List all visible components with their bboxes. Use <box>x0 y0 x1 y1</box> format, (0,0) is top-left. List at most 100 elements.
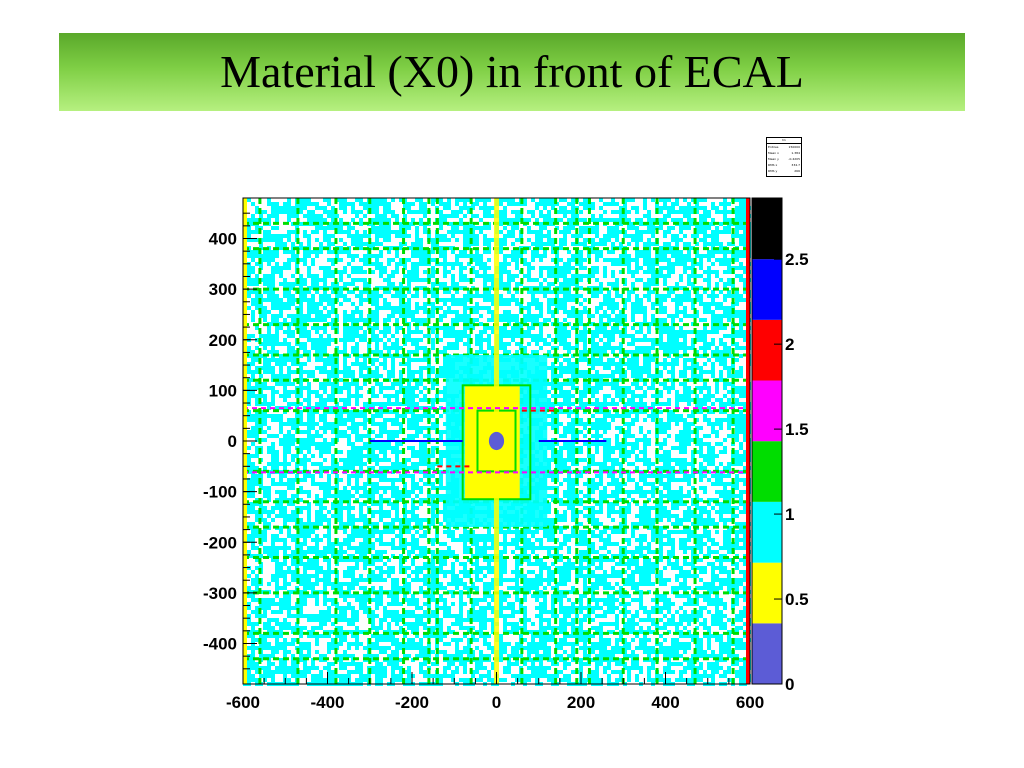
heatmap-cell <box>603 382 607 386</box>
heatmap-cell <box>671 226 675 230</box>
heatmap-cell <box>527 210 531 214</box>
heatmap-cell <box>435 334 439 338</box>
heatmap-cell <box>447 290 451 294</box>
heatmap-cell <box>483 338 487 342</box>
heatmap-cell <box>647 258 651 262</box>
heatmap-cell <box>627 350 631 354</box>
heatmap-cell <box>707 418 711 422</box>
heatmap-cell <box>407 338 411 342</box>
heatmap-cell <box>663 442 667 446</box>
heatmap-cell <box>675 314 679 318</box>
heatmap-cell <box>299 290 303 294</box>
heatmap-cell <box>371 414 375 418</box>
heatmap-cell <box>711 238 715 242</box>
heatmap-cell <box>263 342 267 346</box>
heatmap-cell <box>735 210 739 214</box>
heatmap-cell <box>695 438 699 442</box>
heatmap-cell <box>323 278 327 282</box>
heatmap-cell <box>311 218 315 222</box>
heatmap-cell <box>675 306 679 310</box>
heatmap-cell <box>583 402 587 406</box>
heatmap-cell <box>567 226 571 230</box>
heatmap-cell <box>559 366 563 370</box>
heatmap-cell <box>575 334 579 338</box>
heatmap-cell <box>707 258 711 262</box>
heatmap-cell <box>355 350 359 354</box>
heatmap-cell <box>271 290 275 294</box>
heatmap-cell <box>315 422 319 426</box>
heatmap-cell <box>671 374 675 378</box>
heatmap-cell <box>291 214 295 218</box>
heatmap-cell <box>367 434 371 438</box>
heatmap-cell <box>291 358 295 362</box>
heatmap-cell <box>499 202 503 206</box>
heatmap-cell <box>583 306 587 310</box>
heatmap-cell <box>711 338 715 342</box>
heatmap-cell <box>451 342 455 346</box>
heatmap-cell <box>627 218 631 222</box>
heatmap-cell <box>355 278 359 282</box>
heatmap-cell <box>667 226 671 230</box>
heatmap-cell <box>411 406 415 410</box>
heatmap-cell <box>711 362 715 366</box>
heatmap-cell <box>419 346 423 350</box>
heatmap-cell <box>303 350 307 354</box>
heatmap-cell <box>619 358 623 362</box>
heatmap-cell <box>619 398 623 402</box>
heatmap-cell <box>627 398 631 402</box>
heatmap-cell <box>511 326 515 330</box>
heatmap-cell <box>571 418 575 422</box>
heatmap-cell <box>343 198 347 202</box>
heatmap-cell <box>555 274 559 278</box>
heatmap-cell <box>379 254 383 258</box>
heatmap-cell <box>659 206 663 210</box>
heatmap-cell <box>671 270 675 274</box>
heatmap-cell <box>483 278 487 282</box>
heatmap-cell <box>399 246 403 250</box>
heatmap-cell <box>611 346 615 350</box>
heatmap-cell <box>559 322 563 326</box>
heatmap-cell <box>399 242 403 246</box>
heatmap-cell <box>383 202 387 206</box>
heatmap-cell <box>371 198 375 202</box>
heatmap-cell <box>675 330 679 334</box>
heatmap-cell <box>555 254 559 258</box>
heatmap-cell <box>695 290 699 294</box>
heatmap-cell <box>387 386 391 390</box>
heatmap-cell <box>383 442 387 446</box>
heatmap-cell <box>311 262 315 266</box>
heatmap-cell <box>311 258 315 262</box>
heatmap-cell <box>583 334 587 338</box>
heatmap-cell <box>315 342 319 346</box>
heatmap-cell <box>383 402 387 406</box>
heatmap-cell <box>475 262 479 266</box>
heatmap-cell <box>563 242 567 246</box>
heatmap-cell <box>667 242 671 246</box>
heatmap-cell <box>383 234 387 238</box>
heatmap-cell <box>287 342 291 346</box>
heatmap-cell <box>455 226 459 230</box>
heatmap-cell <box>599 254 603 258</box>
heatmap-cell <box>423 258 427 262</box>
heatmap-cell <box>271 358 275 362</box>
heatmap-cell <box>515 262 519 266</box>
heatmap-cell <box>487 298 491 302</box>
heatmap-cell <box>559 390 563 394</box>
heatmap-cell <box>283 282 287 286</box>
heatmap-cell <box>331 398 335 402</box>
heatmap-cell <box>323 314 327 318</box>
heatmap-cell <box>391 422 395 426</box>
heatmap-cell <box>491 326 495 330</box>
heatmap-cell <box>459 222 463 226</box>
heatmap-cell <box>407 278 411 282</box>
heatmap-cell <box>351 254 355 258</box>
heatmap-cell <box>291 206 295 210</box>
heatmap-cell <box>735 358 739 362</box>
heatmap-cell <box>431 338 435 342</box>
heatmap-cell <box>479 226 483 230</box>
heatmap-cell <box>511 330 515 334</box>
heatmap-cell <box>423 254 427 258</box>
heatmap-cell <box>255 418 259 422</box>
heatmap-cell <box>287 390 291 394</box>
heatmap-cell <box>559 434 563 438</box>
